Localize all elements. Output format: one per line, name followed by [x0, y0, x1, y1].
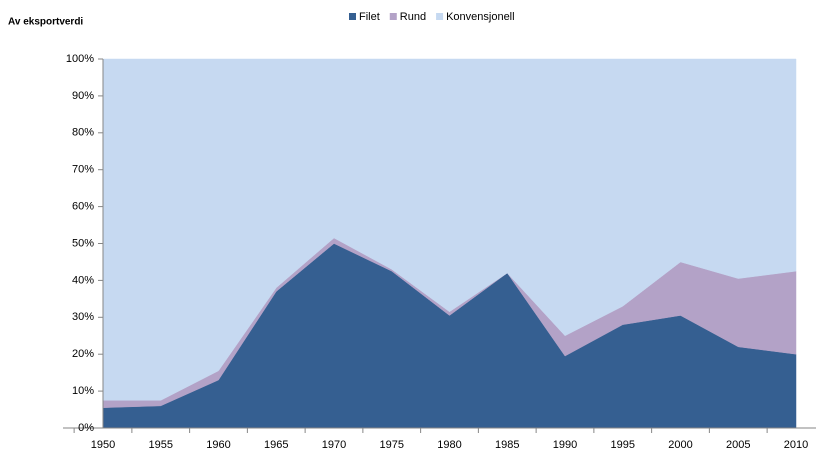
- x-tick-label: 1970: [322, 439, 346, 450]
- y-axis-title: Av eksportverdi: [8, 17, 83, 28]
- area: [102, 58, 797, 401]
- y-tick-label: 0%: [78, 422, 94, 434]
- x-tick-label: 1980: [437, 439, 461, 450]
- y-tick-label: 50%: [72, 237, 94, 249]
- legend-label: Konvensjonell: [446, 11, 515, 23]
- y-tick-label: 30%: [72, 311, 94, 323]
- legend-swatch: [389, 13, 397, 20]
- x-tick-label: 1990: [553, 439, 577, 450]
- y-tick-label: 20%: [72, 348, 94, 360]
- legend-swatch: [349, 13, 356, 20]
- x-tick-label: 2005: [726, 439, 750, 450]
- x-tick-label: 1960: [206, 439, 230, 450]
- x-tick-label: 1950: [91, 439, 115, 450]
- y-tick-label: 90%: [72, 90, 94, 102]
- x-tick-label: 2010: [784, 439, 808, 450]
- y-tick-label: 40%: [72, 274, 94, 286]
- y-tick-label: 100%: [66, 53, 94, 65]
- x-tick-label: 1985: [495, 439, 519, 450]
- x-tick-label: 1955: [149, 439, 173, 450]
- x-tick-label: 2000: [668, 439, 692, 450]
- y-tick-label: 70%: [72, 164, 94, 176]
- x-tick-label: 1965: [264, 439, 288, 450]
- y-tick-label: 60%: [72, 201, 94, 213]
- x-tick-label: 1995: [611, 439, 635, 450]
- y-tick-label: 80%: [72, 127, 94, 139]
- legend-label: Rund: [400, 11, 426, 23]
- legend-swatch: [436, 13, 444, 20]
- legend-label: Filet: [359, 11, 380, 23]
- y-tick-label: 10%: [72, 385, 94, 397]
- x-tick-label: 1975: [380, 439, 404, 450]
